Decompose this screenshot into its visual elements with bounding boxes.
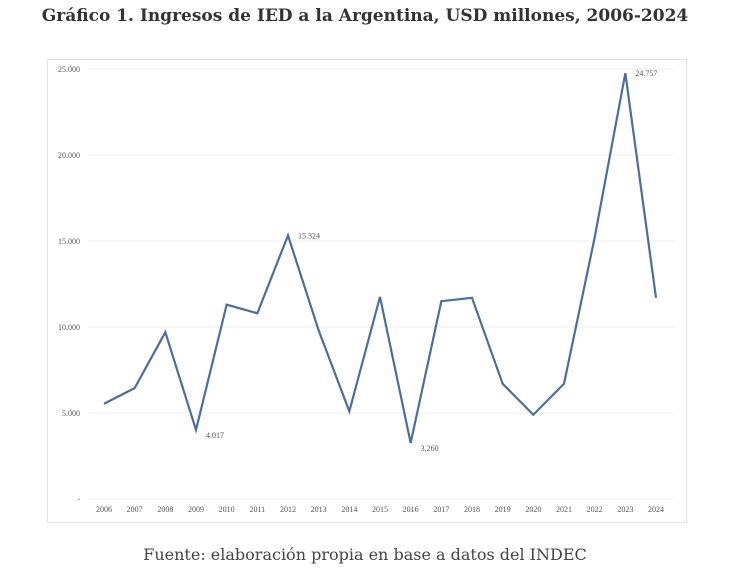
x-tick-label: 2019 (495, 505, 511, 514)
source-note: Fuente: elaboración propia en base a dat… (143, 545, 587, 564)
data-label: 3.260 (421, 444, 439, 453)
y-tick-label: 15.000 (58, 237, 80, 246)
data-label: 15.324 (298, 231, 320, 240)
y-tick-label: 25.000 (58, 65, 80, 74)
x-tick-label: 2011 (249, 505, 265, 514)
y-tick-label: 10.000 (58, 323, 80, 332)
x-tick-label: 2008 (157, 505, 173, 514)
x-tick-label: 2020 (525, 505, 541, 514)
x-tick-label: 2009 (188, 505, 204, 514)
x-tick-label: 2007 (127, 505, 143, 514)
data-label: 24.757 (635, 69, 657, 78)
x-tick-label: 2016 (403, 505, 419, 514)
chart-title: Gráfico 1. Ingresos de IED a la Argentin… (41, 6, 689, 26)
x-tick-label: 2022 (587, 505, 603, 514)
x-tick-label: 2021 (556, 505, 572, 514)
chart-frame (47, 59, 687, 523)
x-tick-label: 2018 (464, 505, 480, 514)
x-tick-label: 2010 (219, 505, 235, 514)
x-tick-label: 2023 (617, 505, 633, 514)
x-tick-label: 2014 (341, 505, 357, 514)
x-tick-label: 2006 (96, 505, 112, 514)
x-tick-label: 2024 (648, 505, 664, 514)
x-tick-label: 2012 (280, 505, 296, 514)
x-tick-label: 2015 (372, 505, 388, 514)
y-tick-label: - (77, 495, 80, 504)
series-line (103, 72, 658, 444)
data-label: 4.017 (206, 431, 224, 440)
x-tick-label: 2017 (433, 505, 449, 514)
x-tick-label: 2013 (311, 505, 327, 514)
y-tick-label: 20.000 (58, 151, 80, 160)
y-tick-label: 5.000 (62, 409, 80, 418)
